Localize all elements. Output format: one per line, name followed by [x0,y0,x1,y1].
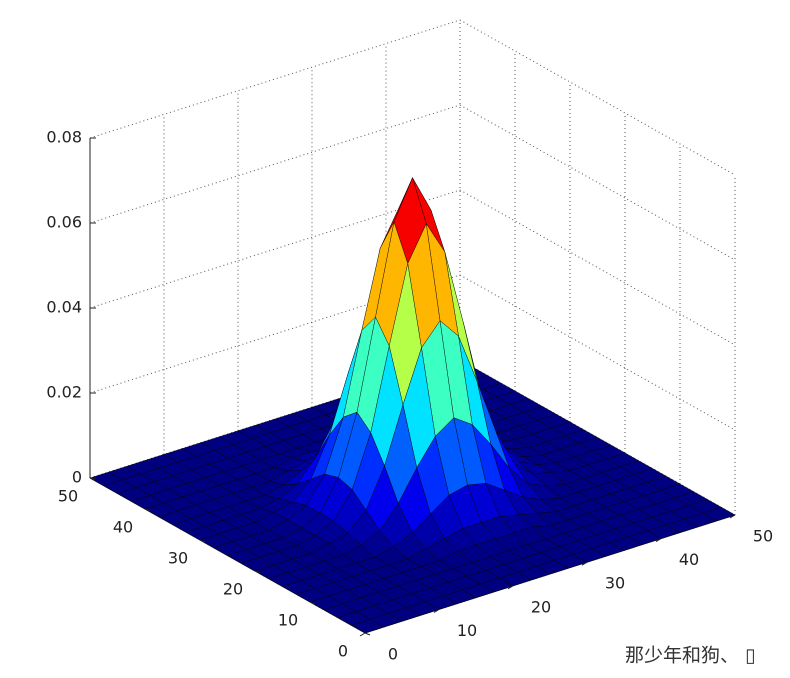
x-tick-label: 50 [753,527,773,546]
y-tick [89,477,96,481]
y-tick [254,570,261,574]
x-tick [359,632,366,637]
y-tick [364,632,371,636]
x-tick-label: 30 [605,574,625,593]
y-tick [199,539,206,543]
z-tick-label: 0.06 [46,213,82,232]
x-tick-label: 0 [388,645,398,664]
grid-line [89,189,461,309]
watermark: 那少年和狗、 ▯ [625,645,756,667]
grid-line [459,274,736,431]
x-tick-label: 10 [457,621,477,640]
grid-line [459,19,736,176]
grid-line [459,104,736,261]
x-tick [433,608,440,613]
grid-line [89,274,461,394]
x-tick [729,514,736,519]
z-tick-label: 0.04 [46,298,82,317]
grid-line [89,104,461,224]
z-tick-label: 0.02 [46,383,82,402]
x-tick [507,585,514,590]
y-tick-label: 20 [223,580,243,599]
x-tick-label: 40 [679,550,699,569]
surface-cell [350,619,385,634]
x-tick-label: 20 [531,597,551,616]
z-tick-label: 0.08 [46,128,82,147]
x-tick [581,561,588,566]
z-tick-label: 0 [72,468,82,487]
y-tick [144,508,151,512]
grid-line [89,19,461,139]
y-tick [309,601,316,605]
y-tick-label: 50 [58,487,78,506]
y-tick-label: 40 [113,518,133,537]
y-tick-label: 10 [278,611,298,630]
grid-line [459,189,736,346]
y-tick-label: 0 [338,642,348,661]
x-tick [655,538,662,543]
y-tick-label: 30 [168,549,188,568]
